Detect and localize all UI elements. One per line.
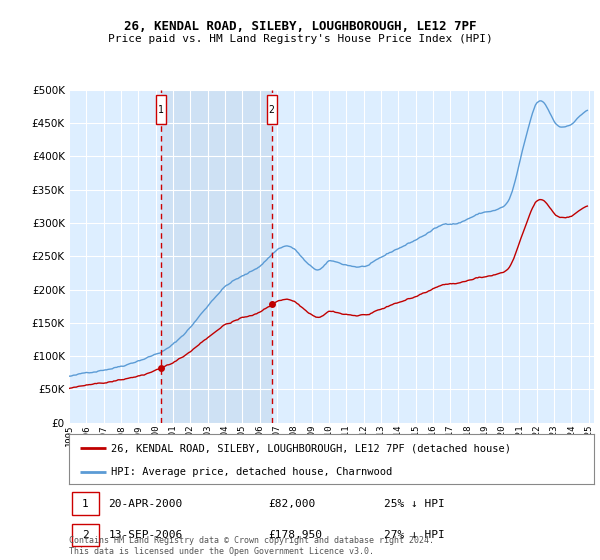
FancyBboxPatch shape <box>267 95 277 124</box>
Bar <box>161 90 272 423</box>
Text: 1: 1 <box>82 498 89 508</box>
Text: 20-APR-2000: 20-APR-2000 <box>109 498 182 508</box>
Text: 25% ↓ HPI: 25% ↓ HPI <box>384 498 445 508</box>
FancyBboxPatch shape <box>156 95 166 124</box>
Text: 13-SEP-2006: 13-SEP-2006 <box>109 530 182 540</box>
Text: Price paid vs. HM Land Registry's House Price Index (HPI): Price paid vs. HM Land Registry's House … <box>107 34 493 44</box>
Text: 26, KENDAL ROAD, SILEBY, LOUGHBOROUGH, LE12 7PF (detached house): 26, KENDAL ROAD, SILEBY, LOUGHBOROUGH, L… <box>111 443 511 453</box>
FancyBboxPatch shape <box>71 524 99 547</box>
Text: HPI: Average price, detached house, Charnwood: HPI: Average price, detached house, Char… <box>111 467 392 477</box>
Text: Contains HM Land Registry data © Crown copyright and database right 2024.
This d: Contains HM Land Registry data © Crown c… <box>69 536 434 556</box>
Text: £178,950: £178,950 <box>269 530 323 540</box>
Text: 2: 2 <box>269 105 275 115</box>
Text: 26, KENDAL ROAD, SILEBY, LOUGHBOROUGH, LE12 7PF: 26, KENDAL ROAD, SILEBY, LOUGHBOROUGH, L… <box>124 20 476 32</box>
Text: 27% ↓ HPI: 27% ↓ HPI <box>384 530 445 540</box>
FancyBboxPatch shape <box>71 492 99 515</box>
Text: 1: 1 <box>158 105 164 115</box>
Text: £82,000: £82,000 <box>269 498 316 508</box>
Text: 2: 2 <box>82 530 89 540</box>
